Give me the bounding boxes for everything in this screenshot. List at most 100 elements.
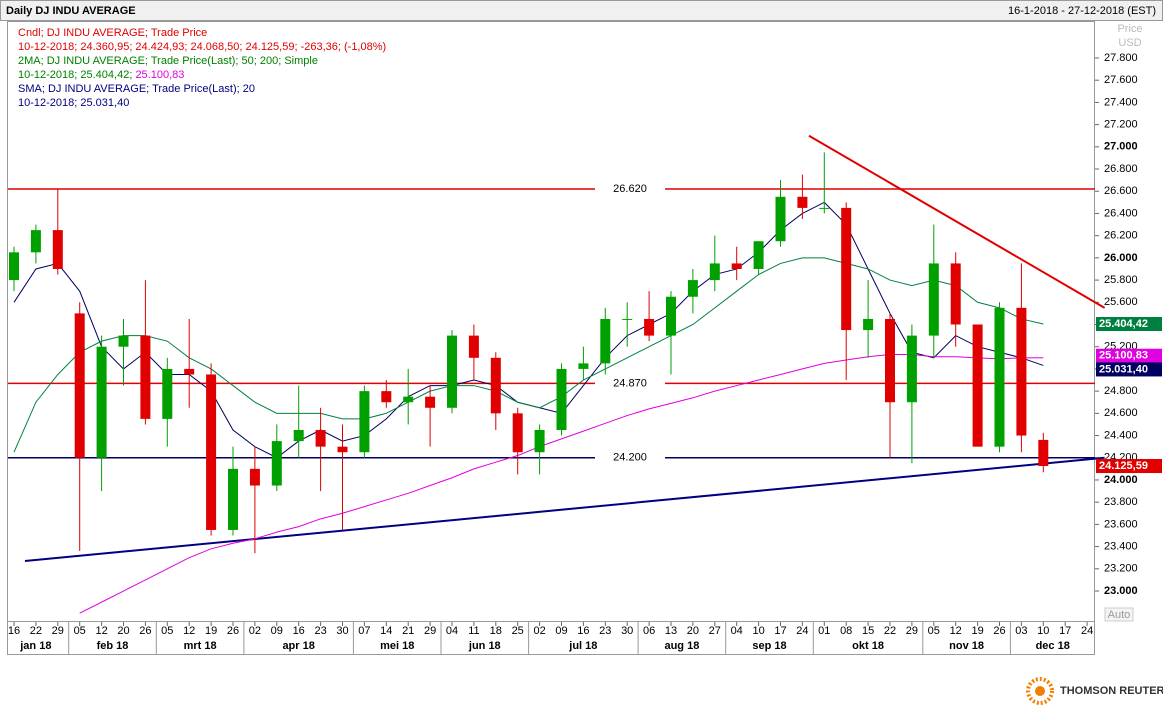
candle-body (512, 413, 523, 453)
month-label: nov 18 (949, 640, 984, 652)
month-label: feb 18 (97, 640, 129, 652)
trendline (808, 134, 1106, 309)
x-tick-label: 16 (577, 625, 589, 637)
candle-body (140, 335, 151, 419)
month-label: aug 18 (664, 640, 699, 652)
candle-body (118, 335, 129, 347)
logo (1026, 677, 1054, 705)
moving-average (79, 353, 1044, 614)
value-tag (1096, 362, 1162, 377)
x-tick-label: 05 (161, 625, 173, 637)
y-tick-label: 26.600 (1104, 185, 1138, 197)
title: Daily DJ INDU AVERAGE (6, 5, 136, 17)
x-tick-label: 30 (621, 625, 633, 637)
x-tick-label: 27 (709, 625, 721, 637)
candle-body (74, 313, 85, 458)
y-tick-label: 23.400 (1104, 541, 1138, 553)
y-tick-label: 27.400 (1104, 96, 1138, 108)
y-tick-label: 23.600 (1104, 518, 1138, 530)
level-label: 24.870 (613, 377, 647, 389)
x-tick-label: 07 (358, 625, 370, 637)
x-tick-label: 10 (1037, 625, 1049, 637)
candle-body (600, 318, 611, 364)
x-tick-label: 26 (227, 625, 239, 637)
x-tick-label: 02 (533, 625, 545, 637)
legend-text: 10-12-2018; 24.360,95; 24.424,93; 24.068… (18, 41, 386, 53)
candle-body (337, 446, 348, 453)
candle-body (687, 280, 698, 297)
candle-body (1038, 439, 1049, 467)
x-tick-label: 21 (402, 625, 414, 637)
x-tick-label: 19 (205, 625, 217, 637)
legend-text: SMA; DJ INDU AVERAGE; Trade Price(Last);… (18, 83, 255, 95)
x-tick-label: 09 (555, 625, 567, 637)
auto-button[interactable] (1104, 607, 1134, 622)
x-tick-label: 26 (139, 625, 151, 637)
y-tick-label: 25.800 (1104, 274, 1138, 286)
legend-entry: 10-12-2018; 25.404,42; 25.100,83 (18, 69, 184, 81)
legend-entry: 2MA; DJ INDU AVERAGE; Trade Price(Last);… (18, 55, 318, 67)
candle-body (994, 307, 1005, 447)
x-tick-label: 19 (971, 625, 983, 637)
x-tick-label: 29 (906, 625, 918, 637)
y-tick-label: 26.400 (1104, 207, 1138, 219)
moving-average (13, 257, 1044, 453)
value-tag (1096, 459, 1162, 474)
y-tick-label: 23.000 (1104, 585, 1138, 597)
y-tick-label: 27.000 (1104, 141, 1138, 153)
candle-body (468, 335, 479, 358)
candle-body (271, 441, 282, 486)
logo (1035, 686, 1045, 696)
candle-body (293, 429, 304, 442)
y-tick-label: 25.600 (1104, 296, 1138, 308)
candle-body (709, 263, 720, 281)
x-tick-label: 03 (1015, 625, 1027, 637)
x-tick-label: 26 (993, 625, 1005, 637)
x-tick-label: 02 (249, 625, 261, 637)
y-tick-label: 24.400 (1104, 429, 1138, 441)
candle-body (534, 429, 545, 453)
candle-body (249, 468, 260, 486)
x-tick-label: 23 (314, 625, 326, 637)
candle-body (9, 252, 19, 281)
level-label-bg (595, 373, 665, 394)
candle-body (644, 318, 655, 336)
level-label: 26.620 (613, 183, 647, 195)
legend-entry: Cndl; DJ INDU AVERAGE; Trade Price (18, 27, 207, 39)
x-tick-label: 11 (468, 625, 479, 637)
x-tick-label: 05 (74, 625, 86, 637)
y-tick-label: 27.600 (1104, 74, 1138, 86)
candle-body (950, 263, 961, 325)
x-tick-label: 16 (8, 625, 20, 637)
candle-body (622, 318, 633, 320)
candle-body (556, 368, 567, 430)
x-tick-label: 25 (512, 625, 524, 637)
y-tick-label: 26.000 (1104, 252, 1138, 264)
candle-body (206, 374, 217, 530)
candle-body (30, 230, 41, 253)
x-tick-label: 09 (271, 625, 283, 637)
x-tick-label: 24 (796, 625, 808, 637)
legend-text: 25.100,83 (135, 69, 184, 81)
footer: THOMSON REUTERS (1060, 685, 1163, 697)
y-tick-label: 27.200 (1104, 119, 1138, 131)
x-tick-label: 12 (950, 625, 962, 637)
x-tick-label: 20 (117, 625, 129, 637)
candle-body (885, 318, 895, 403)
month-label: jan 18 (19, 640, 51, 652)
legend-text: 2MA; DJ INDU AVERAGE; Trade Price(Last);… (18, 55, 318, 67)
x-tick-label: 06 (643, 625, 655, 637)
candle-body (447, 335, 457, 408)
candle-body (797, 196, 808, 208)
legend-text: 10-12-2018; 25.404,42; (18, 69, 135, 81)
legend-entry: SMA; DJ INDU AVERAGE; Trade Price(Last);… (18, 83, 255, 95)
auto-label[interactable]: Auto (1108, 609, 1131, 621)
candle-body (863, 318, 874, 331)
y-tick-label: 23.200 (1104, 563, 1138, 575)
candle-body (731, 263, 742, 269)
axis-caption: USD (1118, 37, 1141, 49)
legend-text: Cndl; DJ INDU AVERAGE; Trade Price (18, 27, 207, 39)
candle-body (1016, 307, 1027, 436)
value-tag-label: 25.100,83 (1099, 350, 1148, 362)
